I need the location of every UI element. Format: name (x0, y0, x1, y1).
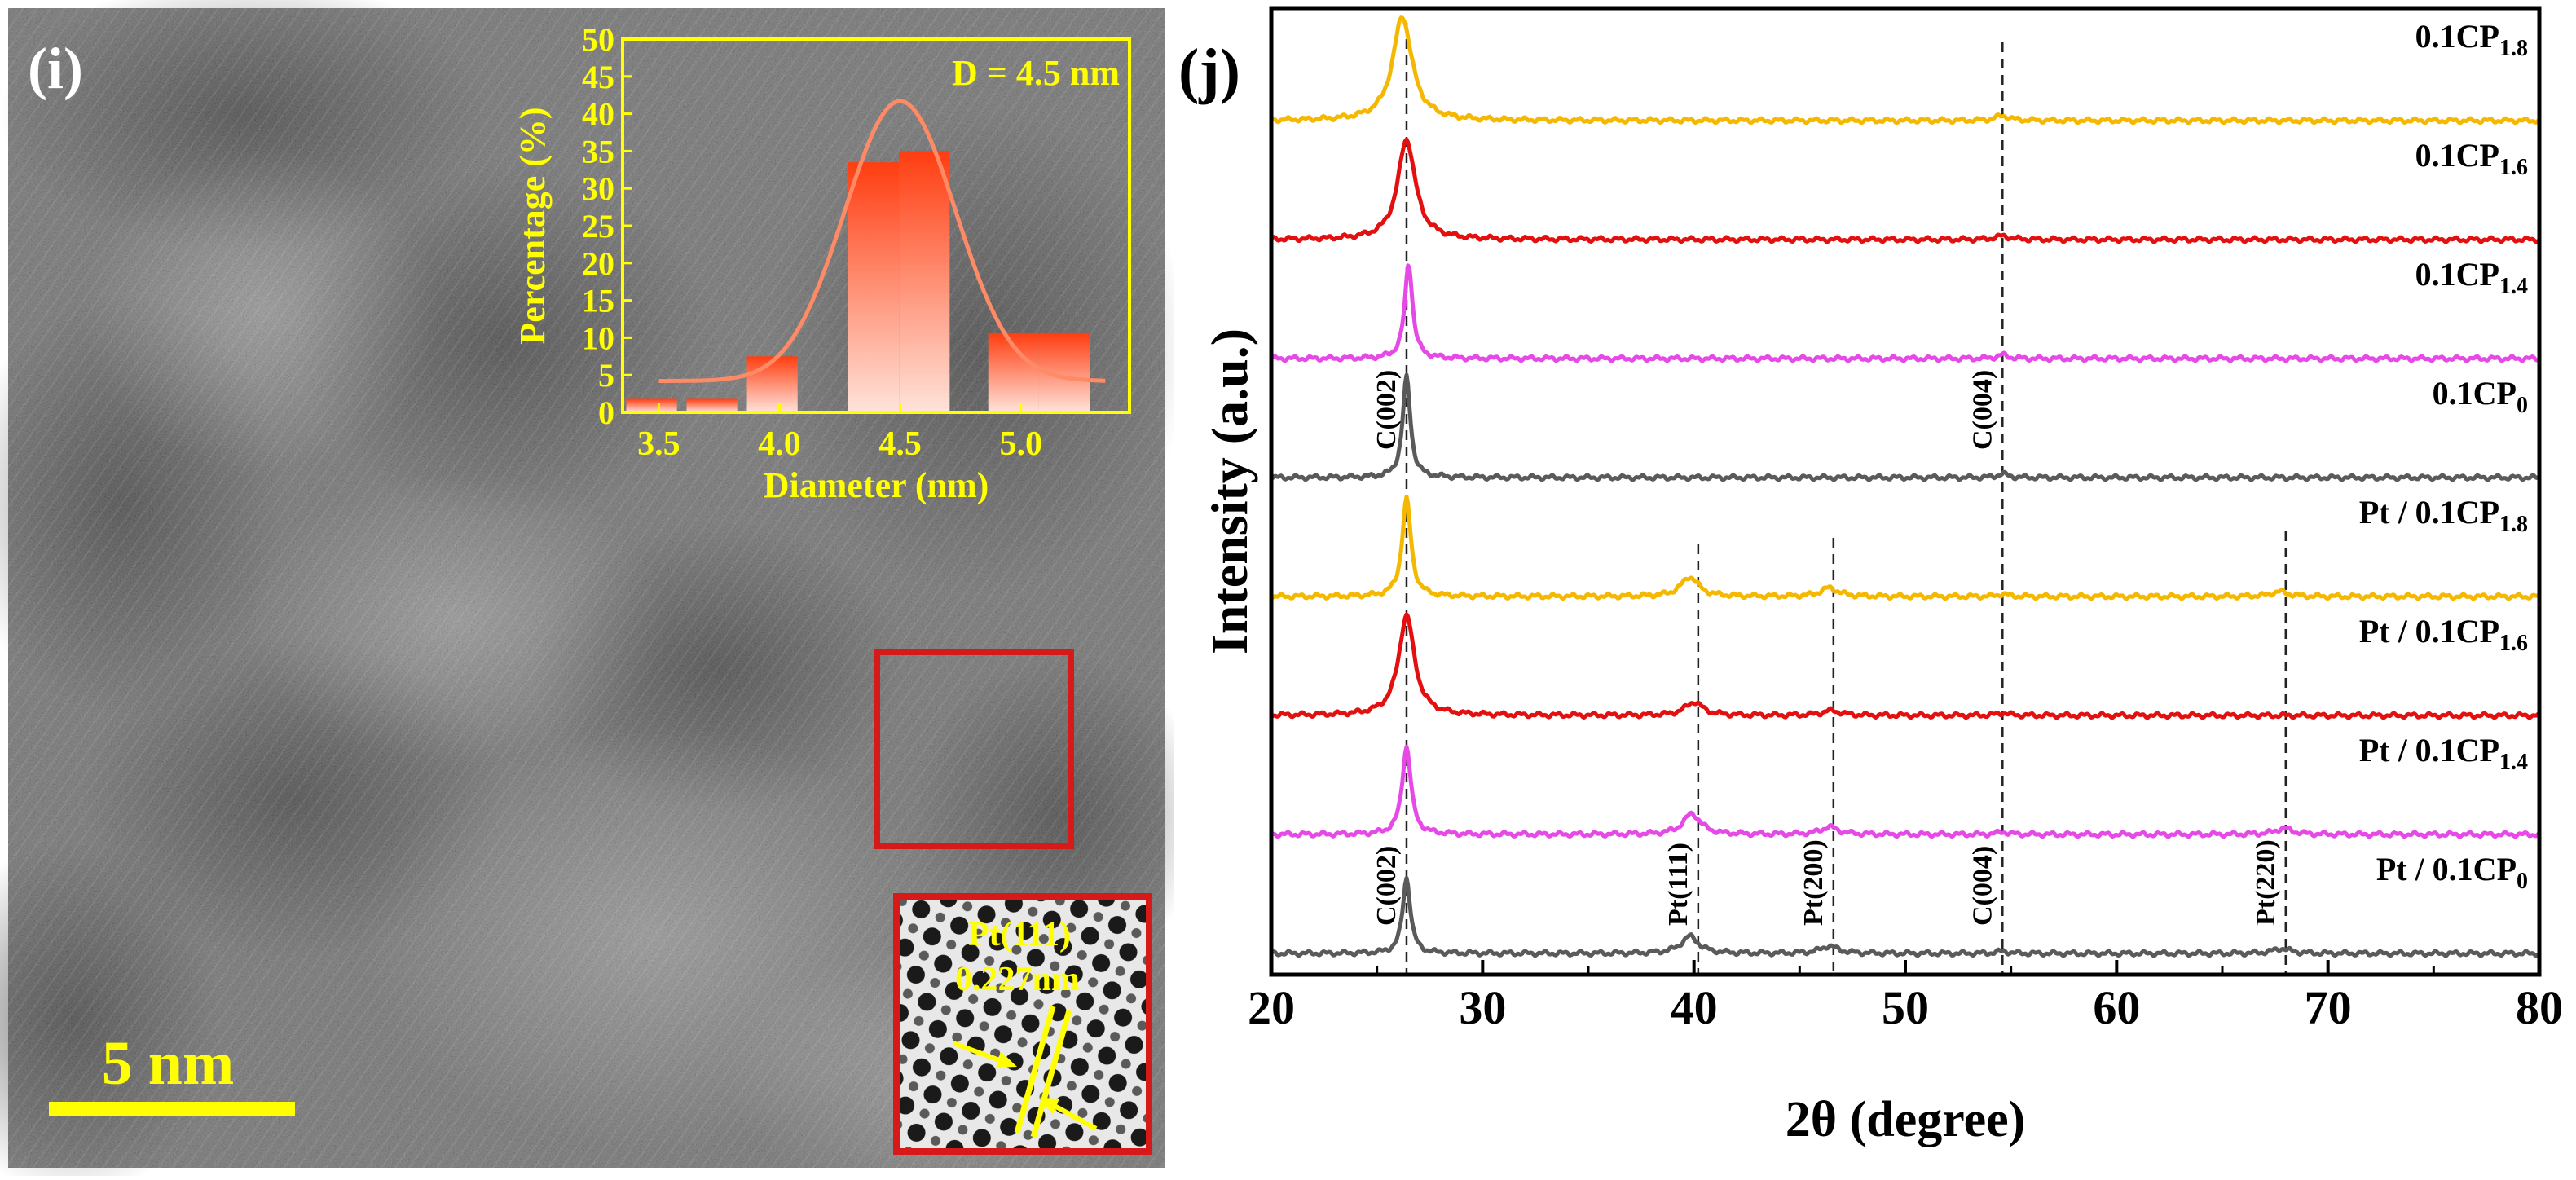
histogram-y-tick-label: 20 (582, 245, 614, 282)
peak-annotation: Pt(220) (2251, 839, 2281, 926)
peak-annotation: Pt(200) (1799, 839, 1829, 926)
xrd-series-line (1270, 875, 2541, 958)
xrd-axes-frame (1269, 6, 2542, 977)
histogram-y-tick-label: 40 (582, 96, 614, 133)
xrd-plot-area: 0.1CP1.8 0.1CP1.6 0.1CP1.4 0.1CP0 Pt / 0.1CP… (1200, 6, 2563, 1147)
xrd-series-line (1270, 494, 2540, 601)
lattice-inset-frame (893, 893, 1152, 1155)
xrd-x-tick-label: 80 (2516, 981, 2563, 1034)
lattice-zoom-inset: Pt(111) 0.227nm (893, 893, 1152, 1155)
lattice-plane-label: Pt(111) (968, 916, 1071, 953)
histogram-y-tick-label: 15 (582, 283, 614, 319)
region-of-interest-box (874, 649, 1074, 849)
spacing-arrow-left-head (996, 1051, 1017, 1068)
histogram-bar (746, 356, 798, 412)
lattice-fringe-line-2 (1030, 1010, 1072, 1138)
xrd-y-axis-label: Intensity (a.u.) (1200, 328, 1258, 654)
xrd-panel: (j) 0.1CP1.8 0.1CP1.6 0.1CP1.4 0.1CP0 Pt / 0… (1174, 0, 2576, 1176)
histogram-x-tick-label: 3.5 (637, 425, 680, 463)
xrd-series-line (1270, 263, 2541, 363)
xrd-series-line (1270, 137, 2541, 244)
xrd-x-tick-label: 60 (2093, 981, 2140, 1034)
xrd-x-tick-label: 40 (1671, 981, 1718, 1034)
lattice-fringe-line-1 (1014, 1006, 1056, 1134)
xrd-series-line (1270, 744, 2541, 839)
peak-annotation: C(002) (1372, 370, 1402, 450)
panel-label-i: (i) (28, 36, 83, 101)
xrd-series-label: 0.1CP1.6 (2415, 137, 2528, 180)
histogram-bar (626, 398, 677, 412)
xrd-x-axis-label: 2θ (degree) (1786, 1092, 2026, 1147)
xrd-series-label: Pt / 0.1CP1.4 (2359, 732, 2528, 775)
xrd-series-line (1270, 372, 2540, 482)
xrd-series-label: 0.1CP1.8 (2415, 18, 2528, 61)
xrd-x-tick-label: 70 (2305, 981, 2352, 1034)
gaussian-fit-line (658, 99, 1106, 383)
xrd-series-label: 0.1CP0 (2433, 375, 2528, 418)
tem-panel: (i) 0 5 10 15 20 25 30 35 40 45 50 3.5 4.0 4.5 5.0 Diam… (0, 0, 1206, 1180)
lattice-spacing-label: 0.227nm (955, 961, 1080, 998)
histogram-bar (899, 151, 950, 412)
histogram-title: D = 4.5 nm (952, 53, 1120, 93)
peak-annotation: C(002) (1372, 846, 1402, 926)
xrd-series-line (1270, 15, 2541, 125)
spacing-arrow-right-head (1040, 1098, 1059, 1115)
histogram-y-tick-label: 0 (598, 394, 614, 431)
histogram-x-tick-label: 5.0 (999, 425, 1042, 463)
xrd-series-label: Pt / 0.1CP1.8 (2359, 494, 2528, 537)
xrd-x-tick-label: 50 (1882, 981, 1929, 1034)
histogram-bar (848, 162, 900, 412)
xrd-series-label: 0.1CP1.4 (2415, 256, 2528, 299)
histogram-x-axis-label: Diameter (nm) (764, 465, 989, 505)
panel-label-j: (j) (1178, 37, 1240, 105)
xrd-series-label: Pt / 0.1CP1.6 (2359, 613, 2528, 656)
xrd-series-label: Pt / 0.1CP0 (2376, 851, 2528, 894)
scale-bar-label: 5 nm (102, 1029, 235, 1098)
histogram-y-tick-label: 30 (582, 170, 614, 207)
xrd-chart: (j) 0.1CP1.8 0.1CP1.6 0.1CP1.4 0.1CP0 Pt / 0… (1178, 6, 2563, 1147)
histogram-y-tick-label: 5 (598, 357, 614, 394)
histogram-bar (686, 398, 738, 412)
histogram-y-tick-label: 50 (582, 21, 614, 58)
histogram-x-tick-label: 4.5 (878, 425, 922, 463)
peak-annotation: Pt(111) (1663, 843, 1693, 926)
peak-annotation: C(004) (1967, 370, 1997, 450)
histogram-y-tick-label: 45 (582, 59, 614, 95)
scale-bar (49, 1102, 295, 1116)
histogram-y-tick-label: 35 (582, 133, 614, 170)
peak-annotation: C(004) (1967, 846, 1997, 926)
xrd-x-tick-label: 20 (1248, 981, 1295, 1034)
histogram-y-tick-label: 25 (582, 208, 614, 244)
histogram-y-tick-label: 10 (582, 319, 614, 356)
histogram-x-tick-label: 4.0 (758, 425, 801, 463)
xrd-x-tick-label: 30 (1459, 981, 1506, 1034)
xrd-series-line (1270, 612, 2541, 720)
histogram-y-axis-label: Percentage (%) (513, 107, 553, 344)
